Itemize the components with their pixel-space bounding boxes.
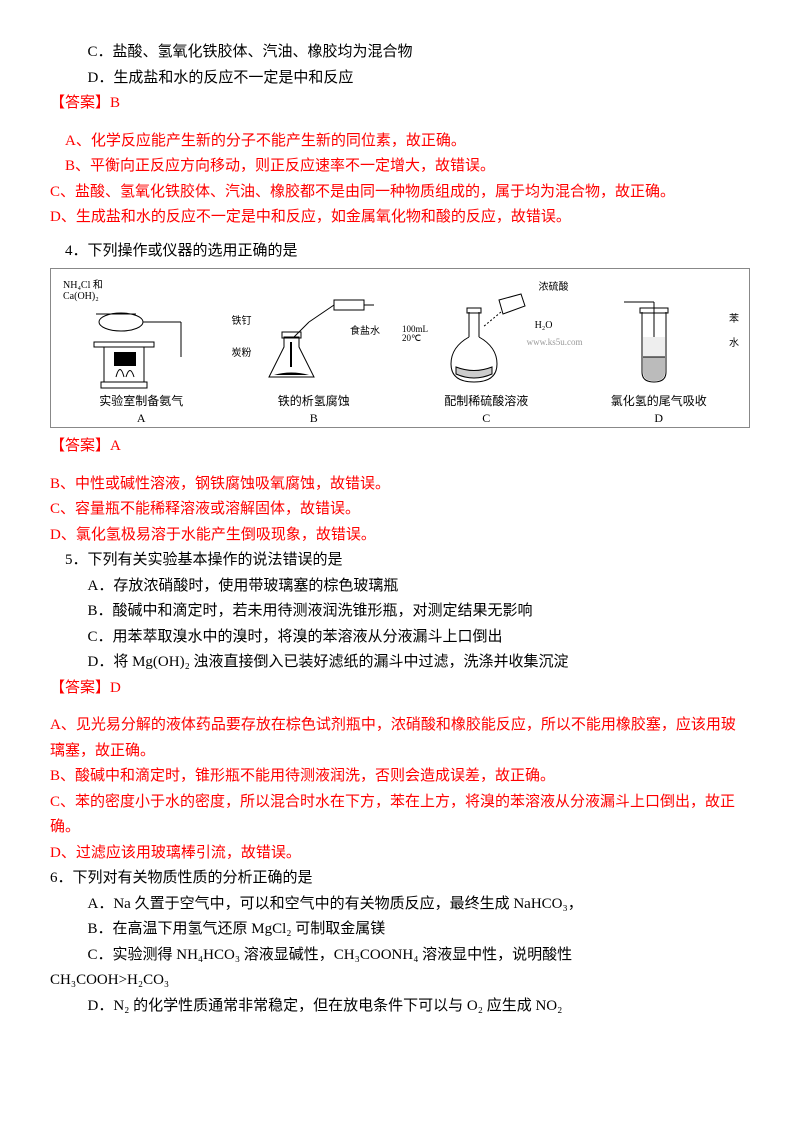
fig-d-label-water: 水 [729, 335, 739, 352]
fig-a-caption: 实验室制备氨气 [99, 394, 183, 408]
q3-exp-d: D、生成盐和水的反应不一定是中和反应，如金属氧化物和酸的反应，故错误。 [50, 205, 750, 231]
q4-exp-c: C、容量瓶不能稀释溶液或溶解固体，故错误。 [50, 497, 750, 523]
q5-answer-value: D [110, 680, 121, 696]
q5-option-d: D．将 Mg(OH)₂ 浊液直接倒入已装好滤纸的漏斗中过滤，洗涤并收集沉淀 [50, 650, 750, 676]
fig-d-caption: 氯化氢的尾气吸收 [611, 394, 707, 408]
q5-exp-a: A、见光易分解的液体药品要存放在棕色试剂瓶中，浓硝酸和橡胶能反应，所以不能用橡胶… [50, 713, 750, 764]
q5-exp-b: B、酸碱中和滴定时，锥形瓶不能用待测液润洗，否则会造成误差，故正确。 [50, 764, 750, 790]
q4-figure: NH₄Cl 和 Ca(OH)₂ 实验室制备氨气 A [50, 268, 750, 428]
answer-label: 【答案】 [50, 438, 110, 454]
q5-option-b: B．酸碱中和滴定时，若未用待测液润洗锥形瓶，对测定结果无影响 [50, 599, 750, 625]
fig-c-caption: 配制稀硫酸溶液 [444, 394, 528, 408]
q4-exp-d: D、氯化氢极易溶于水能产生倒吸现象，故错误。 [50, 523, 750, 549]
q3-option-c: C．盐酸、氢氧化铁胶体、汽油、橡胶均为混合物 [50, 40, 750, 66]
q6-option-c2: CH₃COOH>H₂CO₃ [50, 968, 750, 994]
q5-stem: 5．下列有关实验基本操作的说法错误的是 [50, 548, 750, 574]
fig-a-svg [86, 302, 196, 392]
fig-b-caption: 铁的析氢腐蚀 [278, 394, 350, 408]
fig-a: NH₄Cl 和 Ca(OH)₂ 实验室制备氨气 A [55, 275, 228, 425]
q3-option-d: D．生成盐和水的反应不一定是中和反应 [50, 66, 750, 92]
q6-option-a: A．Na 久置于空气中，可以和空气中的有关物质反应，最终生成 NaHCO₃， [50, 892, 750, 918]
q5-exp-d: D、过滤应该用玻璃棒引流，故错误。 [50, 841, 750, 867]
fig-b-letter: B [310, 411, 318, 425]
fig-c-label-vol: 100mL 20℃ [402, 325, 428, 343]
fig-d-letter: D [654, 411, 663, 425]
fig-b: 铁钉 食盐水 炭粉 铁的析氢腐蚀 B [228, 275, 401, 425]
q4-answer: 【答案】A [50, 434, 750, 460]
fig-c-letter: C [482, 411, 490, 425]
q3-answer: 【答案】B [50, 91, 750, 117]
q3-answer-value: B [110, 95, 120, 111]
answer-label: 【答案】 [50, 95, 110, 111]
fig-d-svg [614, 292, 704, 392]
q5-option-a: A．存放浓硝酸时，使用带玻璃塞的棕色玻璃瓶 [50, 574, 750, 600]
q4-stem: 4．下列操作或仪器的选用正确的是 [50, 239, 750, 265]
fig-b-label-saltwater: 食盐水 [350, 323, 380, 340]
fig-c-label-h2o: H₂O [535, 317, 553, 334]
answer-label: 【答案】 [50, 680, 110, 696]
q6-option-c1: C．实验测得 NH₄HCO₃ 溶液显碱性，CH₃COONH₄ 溶液显中性，说明酸… [50, 943, 750, 969]
fig-c-label-acid: 浓硫酸 [539, 279, 569, 296]
fig-a-letter: A [137, 411, 146, 425]
fig-d-label-benzene: 苯 [729, 311, 739, 328]
q6-option-d: D．N₂ 的化学性质通常非常稳定，但在放电条件下可以与 O₂ 应生成 NO₂ [50, 994, 750, 1020]
fig-b-svg [249, 292, 379, 392]
q4-answer-value: A [110, 438, 121, 454]
q6-option-b: B．在高温下用氢气还原 MgCl₂ 可制取金属镁 [50, 917, 750, 943]
fig-b-label-carbon: 炭粉 [232, 345, 252, 362]
fig-d: 苯 水 氯化氢的尾气吸收 D [573, 275, 746, 425]
q6-stem: 6．下列对有关物质性质的分析正确的是 [50, 866, 750, 892]
q5-option-c: C．用苯萃取溴水中的溴时，将溴的苯溶液从分液漏斗上口倒出 [50, 625, 750, 651]
q4-exp-b: B、中性或碱性溶液，钢铁腐蚀吸氧腐蚀，故错误。 [50, 472, 750, 498]
fig-a-label-top: NH₄Cl 和 Ca(OH)₂ [63, 280, 103, 302]
q3-exp-b: B、平衡向正反应方向移动，则正反应速率不一定增大，故错误。 [50, 154, 750, 180]
fig-b-label-nail: 铁钉 [232, 313, 252, 330]
q5-answer: 【答案】D [50, 676, 750, 702]
q3-exp-a: A、化学反应能产生新的分子不能产生新的同位素，故正确。 [50, 129, 750, 155]
q3-exp-c: C、盐酸、氢氧化铁胶体、汽油、橡胶都不是由同一种物质组成的，属于均为混合物，故正… [50, 180, 750, 206]
fig-c: 浓硫酸 H₂O 100mL 20℃ www.ks5u.com 配制稀硫酸溶液 C [400, 275, 573, 425]
q5-exp-c: C、苯的密度小于水的密度，所以混合时水在下方，苯在上方，将溴的苯溶液从分液漏斗上… [50, 790, 750, 841]
